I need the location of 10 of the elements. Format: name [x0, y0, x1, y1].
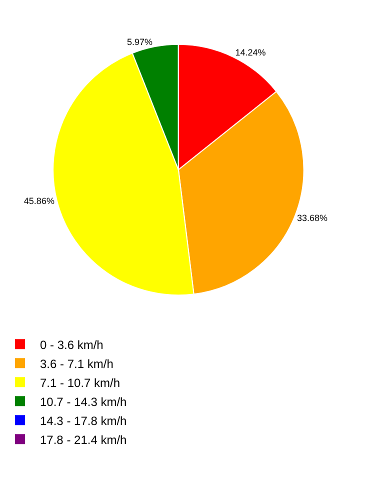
legend-label: 0 - 3.6 km/h — [40, 338, 104, 352]
data-label: 5.97% — [126, 36, 152, 47]
data-label: 33.68% — [297, 212, 328, 223]
legend-label: 14.3 - 17.8 km/h — [40, 414, 127, 428]
data-label: 14.24% — [235, 48, 266, 58]
legend-label: 10.7 - 14.3 km/h — [40, 394, 127, 409]
legend-label: 17.8 - 21.4 km/h — [40, 432, 127, 447]
legend-label: 3.6 - 7.1 km/h — [40, 356, 114, 371]
legend-label: 7.1 - 10.7 km/h — [40, 376, 120, 390]
data-label: 45.86% — [24, 196, 54, 206]
